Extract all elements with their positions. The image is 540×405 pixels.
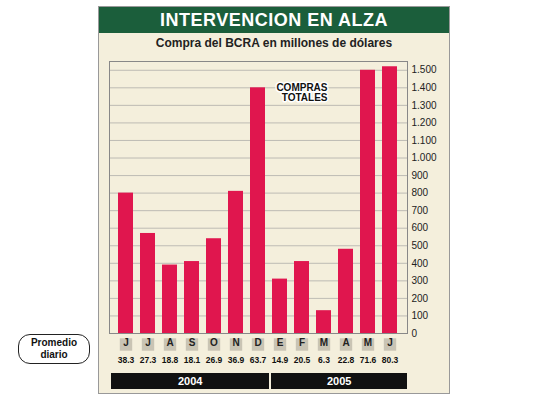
svg-text:14.9: 14.9 xyxy=(272,355,289,365)
svg-text:22.8: 22.8 xyxy=(338,355,355,365)
svg-text:1.100: 1.100 xyxy=(412,135,437,146)
svg-text:F: F xyxy=(299,337,305,348)
svg-text:1.400: 1.400 xyxy=(412,82,437,93)
svg-text:38.3: 38.3 xyxy=(118,355,135,365)
svg-text:A: A xyxy=(166,337,173,348)
svg-text:900: 900 xyxy=(412,170,429,181)
svg-text:400: 400 xyxy=(412,258,429,269)
svg-text:1.000: 1.000 xyxy=(412,152,437,163)
svg-text:J: J xyxy=(145,337,151,348)
svg-text:1.200: 1.200 xyxy=(412,117,437,128)
svg-text:D: D xyxy=(254,337,261,348)
svg-text:500: 500 xyxy=(412,240,429,251)
svg-text:1.300: 1.300 xyxy=(412,100,437,111)
svg-text:J: J xyxy=(123,337,129,348)
svg-text:N: N xyxy=(232,337,239,348)
svg-text:1.500: 1.500 xyxy=(412,64,437,75)
html-text:Compra del BCRA en millones de: Compra del BCRA en millones de dólares xyxy=(155,36,393,50)
html-text:2004: 2004 xyxy=(177,375,203,387)
svg-text:6.3: 6.3 xyxy=(318,355,330,365)
svg-text:80.3: 80.3 xyxy=(382,355,399,365)
svg-text:0: 0 xyxy=(412,328,418,339)
svg-text:100: 100 xyxy=(412,310,429,321)
svg-text:27.3: 27.3 xyxy=(140,355,157,365)
svg-text:18.8: 18.8 xyxy=(162,355,179,365)
svg-text:S: S xyxy=(189,337,196,348)
svg-text:700: 700 xyxy=(412,205,429,216)
svg-text:26.9: 26.9 xyxy=(206,355,223,365)
svg-text:63.7: 63.7 xyxy=(250,355,267,365)
html-text:INTERVENCION EN ALZA: INTERVENCION EN ALZA xyxy=(160,10,388,30)
svg-text:36.9: 36.9 xyxy=(228,355,245,365)
svg-text:18.1: 18.1 xyxy=(184,355,201,365)
svg-text:20.5: 20.5 xyxy=(294,355,311,365)
svg-text:300: 300 xyxy=(412,275,429,286)
svg-text:M: M xyxy=(320,337,328,348)
svg-text:M: M xyxy=(364,337,372,348)
svg-text:E: E xyxy=(277,337,284,348)
svg-text:800: 800 xyxy=(412,187,429,198)
html-text:2005: 2005 xyxy=(326,375,352,387)
svg-text:O: O xyxy=(210,337,218,348)
svg-text:A: A xyxy=(342,337,349,348)
svg-text:600: 600 xyxy=(412,222,429,233)
svg-text:71.6: 71.6 xyxy=(360,355,377,365)
svg-text:COMPRASTOTALES: COMPRASTOTALES xyxy=(276,82,327,103)
html-text:Promedio diario: Promedio diario xyxy=(30,337,78,360)
svg-text:J: J xyxy=(387,337,393,348)
svg-text:200: 200 xyxy=(412,293,429,304)
